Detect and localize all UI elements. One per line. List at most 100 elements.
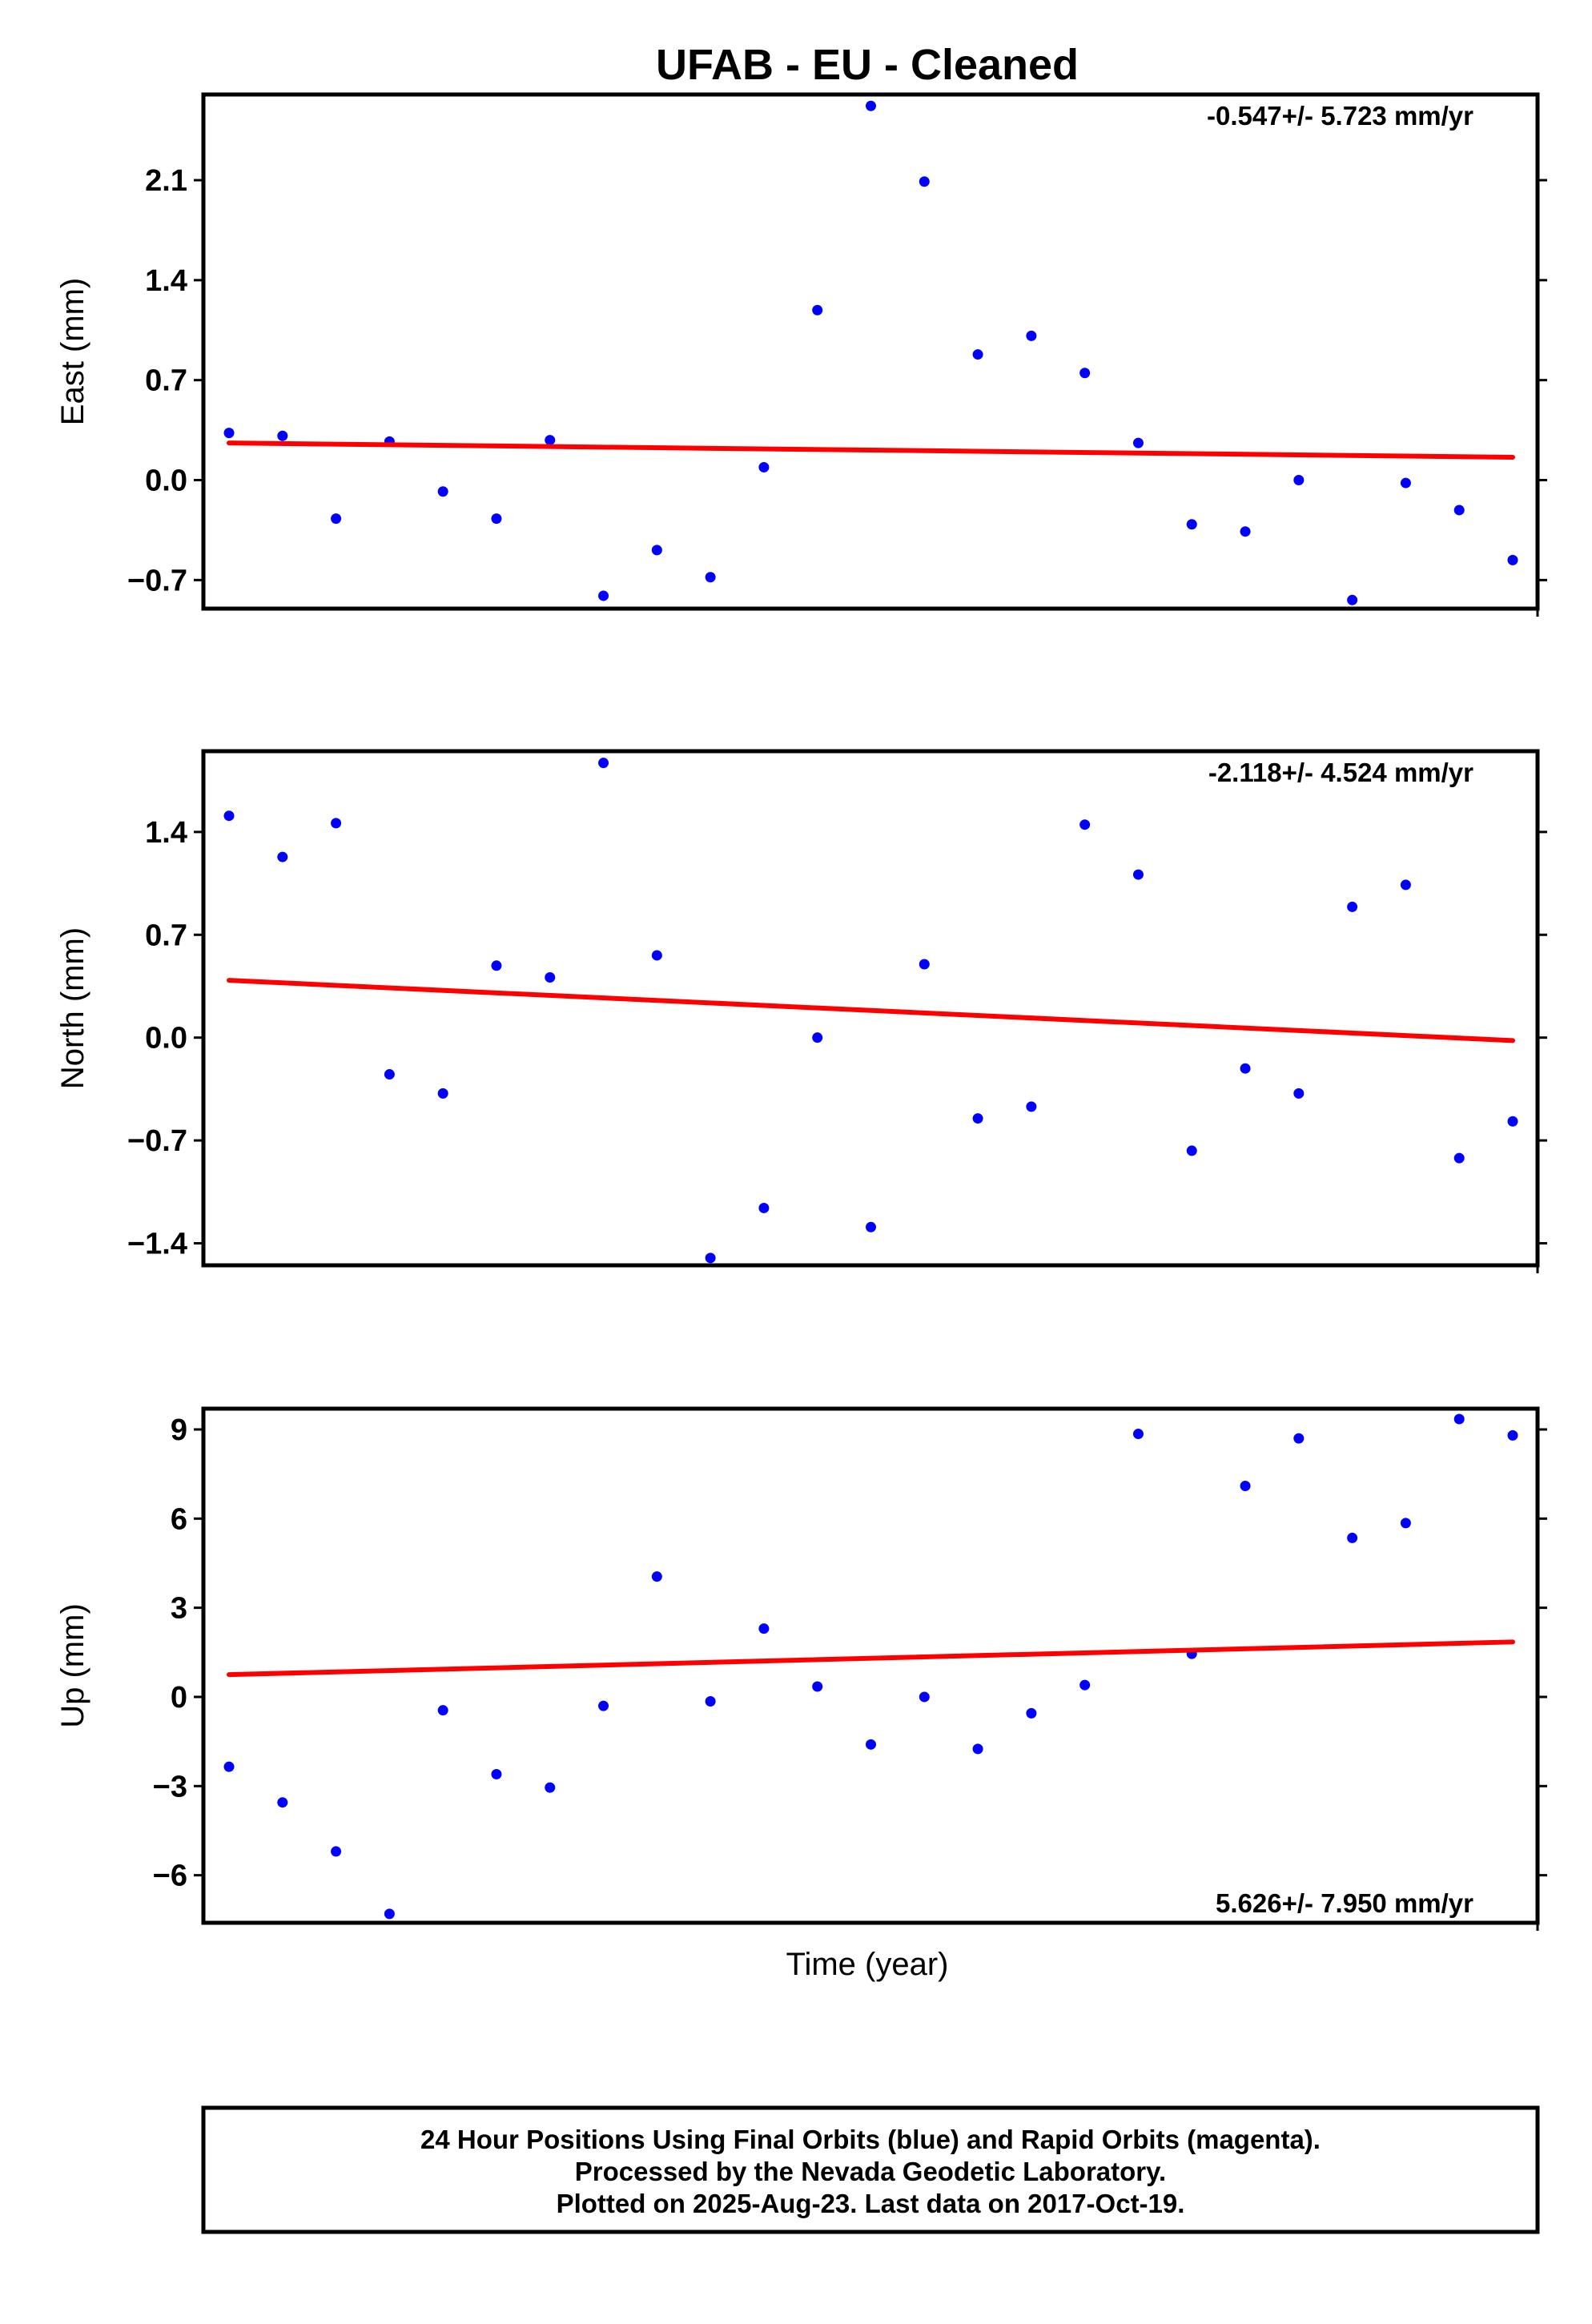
east-data-point [1079,368,1091,379]
east-rate-label: -0.547+/- 5.723 mm/yr [1207,101,1473,131]
east-data-point [812,304,823,316]
panel-north: 1.4 0.7 0.0 −0.7 −1.4 North (mm) -2.118+/- 4.5… [55,749,1547,1273]
east-ytick-label: 1.4 [145,264,187,298]
east-data-point [758,461,770,472]
east-data-point [598,590,609,601]
up-y-axis-label: Up (mm) [55,1603,90,1728]
up-data-point [1026,1707,1037,1719]
up-data-point [223,1761,235,1772]
north-data-point [919,959,930,970]
north-data-point [277,851,288,862]
up-data-point [866,1739,876,1750]
up-trend-line [227,1639,1515,1678]
north-data-point [437,1088,448,1099]
x-axis-label: Time (year) [786,1947,949,1982]
east-data-point [277,430,288,441]
up-data-point [812,1681,823,1692]
up-ytick-label: −6 [153,1860,187,1893]
north-data-point [972,1113,983,1124]
up-ytick-label: 3 [171,1592,187,1626]
up-data-point [1453,1413,1465,1425]
up-ytick-label: 9 [171,1413,187,1447]
up-data-point [1240,1480,1251,1491]
up-data-point [705,1696,716,1707]
east-data-point [1240,526,1251,537]
north-data-point [384,1069,395,1080]
north-data-point [1132,869,1144,880]
east-data-point [331,513,342,525]
up-data-point [545,1782,556,1793]
up-data-point [1347,1532,1358,1543]
east-plot-frame [201,92,1540,611]
east-data-point [1186,519,1197,530]
east-data-point [437,486,448,497]
panel-up: 9 6 3 0 −3 −6 Up (mm) 5.626+/- 7.950 mm/yr [55,1406,1547,1931]
north-data-point [758,1202,770,1213]
up-data-point [758,1623,770,1634]
east-data-point [223,428,235,439]
north-data-point [1507,1116,1518,1127]
east-data-point [651,545,662,556]
east-data-point [866,100,876,111]
north-ytick-label: −1.4 [127,1227,187,1261]
north-data-point [545,971,556,983]
north-plot-frame [201,749,1540,1268]
up-data-point [384,1908,395,1920]
up-data-point [651,1571,662,1582]
north-data-point [705,1252,716,1264]
north-data-point [223,810,235,822]
north-data-point [1186,1145,1197,1156]
north-data-point [651,950,662,961]
up-data-point [1400,1518,1411,1529]
up-data-point [919,1691,930,1703]
east-data-point [545,435,556,446]
east-data-point [1400,477,1411,489]
up-data-point [598,1700,609,1711]
up-data-point [437,1705,448,1716]
footer-line-1: 24 Hour Positions Using Final Orbits (bl… [420,2125,1321,2154]
north-data-point [1400,879,1411,891]
east-data-point [491,513,502,525]
north-ytick-label: 0.0 [145,1022,187,1055]
up-ytick-label: 0 [171,1681,187,1715]
east-data-point [1347,594,1358,605]
footer-line-2: Processed by the Nevada Geodetic Laborat… [575,2157,1166,2186]
east-ytick-label: 0.7 [145,364,187,398]
up-data-point [491,1768,502,1779]
chart-title: UFAB - EU - Cleaned [656,41,1079,89]
up-data-point [277,1797,288,1808]
north-ytick-label: 0.7 [145,919,187,952]
panel-east: 2.1 1.4 0.7 0.0 −0.7 East (mm) -0.547+/- 5.723… [55,92,1547,617]
up-data-point [1507,1429,1518,1441]
north-data-point [1026,1101,1037,1112]
north-trend-line [227,978,1515,1043]
north-data-point [598,758,609,769]
up-data-point [972,1743,983,1755]
east-data-point [972,349,983,360]
footer-box [201,2105,1540,2234]
east-y-axis-label: East (mm) [55,278,90,425]
north-rate-label: -2.118+/- 4.524 mm/yr [1208,758,1473,787]
east-trend-line [227,440,1515,460]
up-data-point [1132,1429,1144,1440]
up-rate-label: 5.626+/- 7.950 mm/yr [1216,1888,1473,1918]
east-data-point [1293,475,1305,485]
up-data-point [1079,1679,1091,1691]
north-data-point [1079,819,1091,830]
east-data-point [919,176,930,187]
east-ytick-label: 2.1 [145,164,187,198]
up-data-point [1293,1433,1305,1444]
east-ytick-label: −0.7 [127,564,187,597]
up-data-point [331,1846,342,1857]
north-data-point [1453,1152,1465,1164]
east-data-point [1507,554,1518,565]
up-plot-frame [201,1406,1540,1925]
north-data-point [331,818,342,829]
east-data-point [1026,330,1037,341]
east-ytick-label: 0.0 [145,464,187,498]
north-data-point [491,960,502,971]
east-data-point [705,572,716,583]
north-ytick-label: 1.4 [145,816,187,850]
east-data-point [1132,437,1144,448]
